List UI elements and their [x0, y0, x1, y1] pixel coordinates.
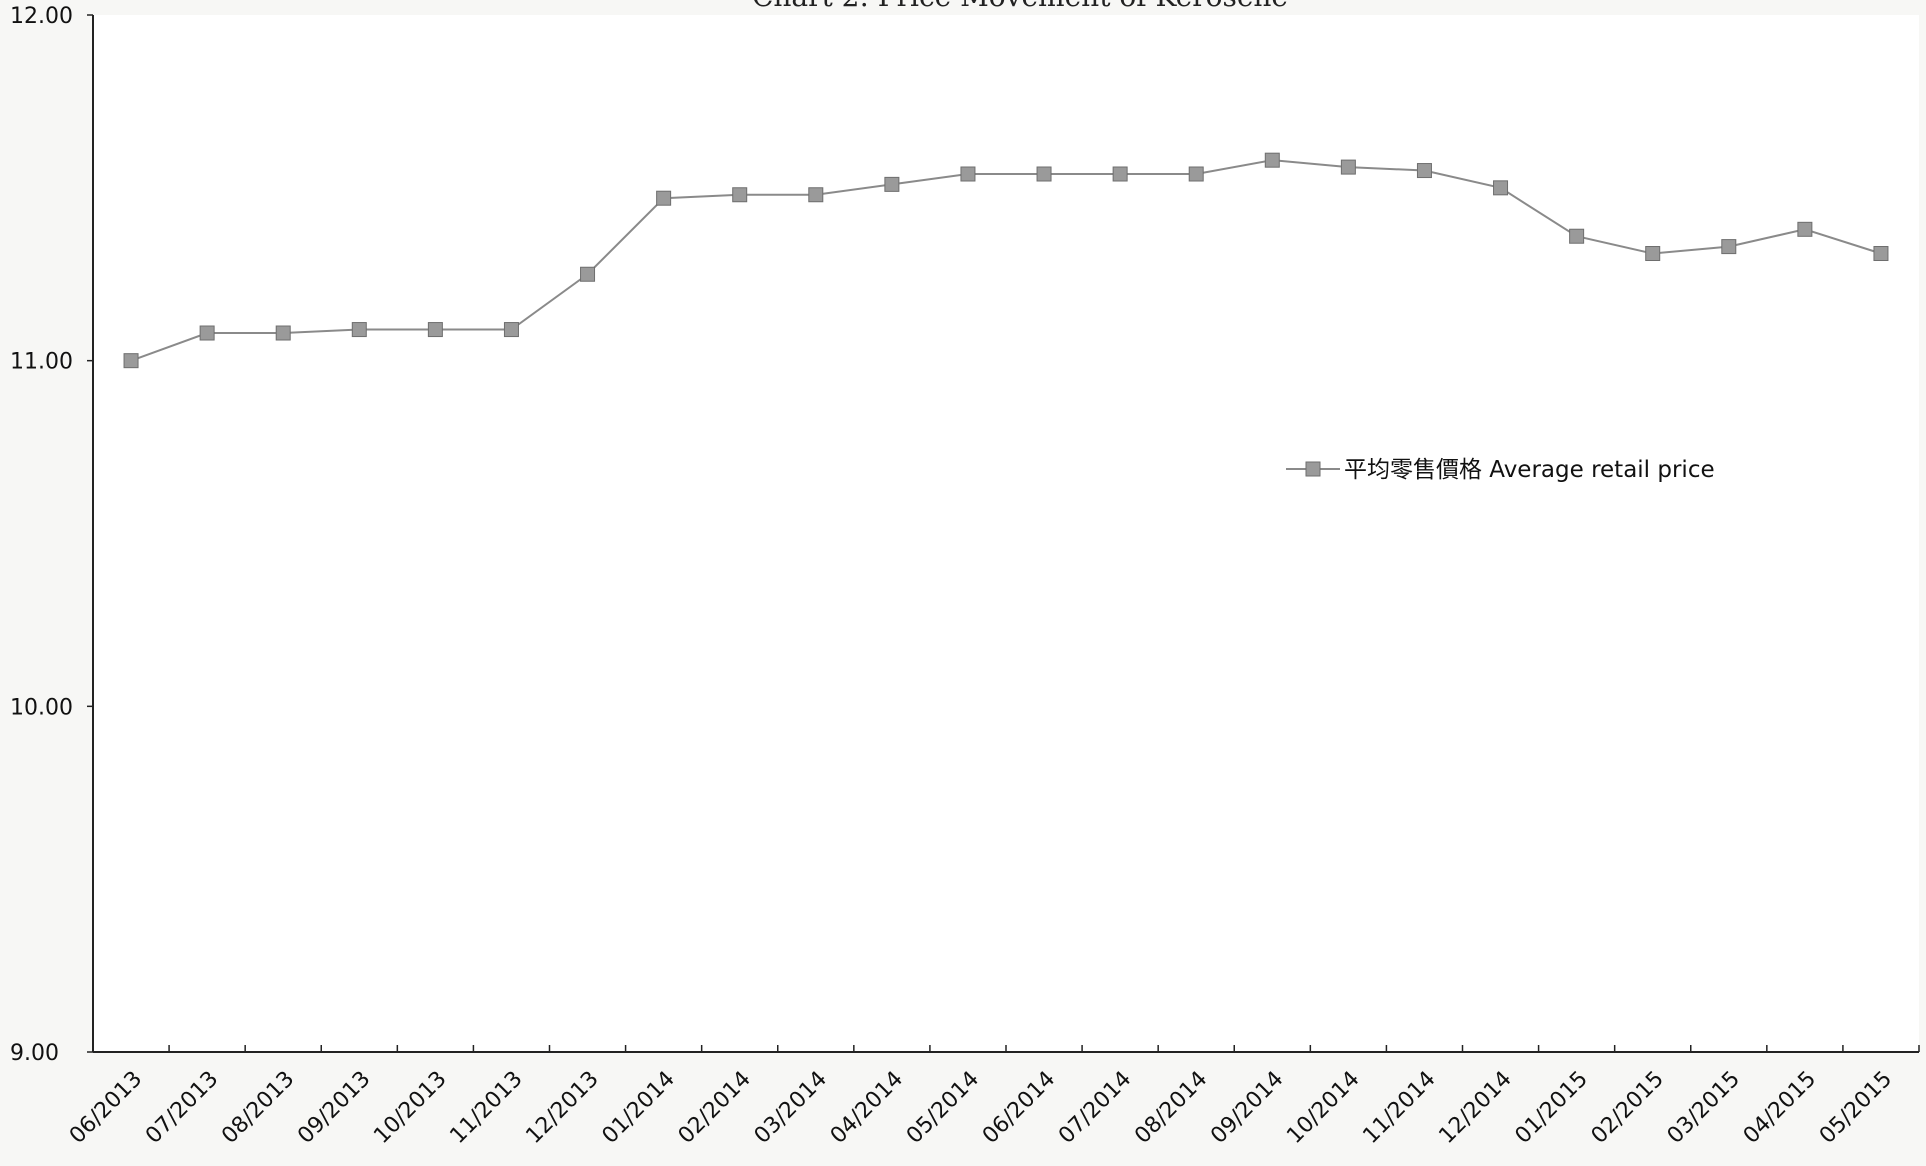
data-point-marker: [275, 325, 291, 341]
data-point-marker: [123, 353, 139, 369]
data-point-marker: [1340, 159, 1356, 175]
legend: 平均零售價格 Average retail price: [1286, 457, 1715, 483]
x-tick-label: 11/2013: [445, 1067, 527, 1149]
x-tick-label: 11/2014: [1358, 1067, 1440, 1149]
series-line: [130, 159, 1882, 362]
data-point-marker: [503, 322, 519, 338]
data-point-marker: [1264, 152, 1280, 168]
x-tick-label: 09/2013: [293, 1067, 375, 1149]
data-point-marker: [580, 266, 596, 282]
x-tick-label: 05/2014: [902, 1067, 984, 1149]
legend-marker-swatch: [1305, 461, 1321, 477]
x-tick-label: 02/2015: [1587, 1067, 1669, 1149]
data-point-marker: [1873, 246, 1889, 262]
x-tick-label: 08/2014: [1130, 1067, 1212, 1149]
data-point-marker: [1416, 163, 1432, 179]
x-tick-label: 03/2015: [1663, 1067, 1745, 1149]
y-tick-label: 11.00: [10, 350, 73, 375]
x-tick-label: 10/2014: [1282, 1067, 1364, 1149]
data-point-marker: [1188, 166, 1204, 182]
legend-label: 平均零售價格 Average retail price: [1344, 457, 1715, 483]
data-point-marker: [732, 187, 748, 203]
x-tick-label: 06/2013: [65, 1067, 147, 1149]
x-tick-label: 07/2013: [141, 1067, 223, 1149]
data-point-marker: [808, 187, 824, 203]
data-point-marker: [1569, 228, 1585, 244]
x-tick-label: 04/2014: [826, 1067, 908, 1149]
data-point-marker: [656, 190, 672, 206]
data-point-marker: [1797, 221, 1813, 237]
x-tick-label: 06/2014: [978, 1067, 1060, 1149]
data-point-marker: [1112, 166, 1128, 182]
data-point-marker: [1645, 246, 1661, 262]
data-point-marker: [351, 322, 367, 338]
data-point-marker: [1493, 180, 1509, 196]
plot-area: [93, 15, 1919, 1052]
data-point-marker: [960, 166, 976, 182]
data-point-marker: [884, 176, 900, 192]
x-tick-label: 01/2014: [598, 1067, 680, 1149]
series-average-retail-price: [123, 152, 1889, 369]
x-tick-label: 12/2014: [1434, 1067, 1516, 1149]
x-tick-label: 02/2014: [674, 1067, 756, 1149]
x-tick-label: 10/2013: [369, 1067, 451, 1149]
data-point-marker: [1721, 239, 1737, 255]
data-point-marker: [1036, 166, 1052, 182]
x-tick-label: 12/2013: [521, 1067, 603, 1149]
x-tick-label: 07/2014: [1054, 1067, 1136, 1149]
x-tick-label: 01/2015: [1511, 1067, 1593, 1149]
y-tick-label: 12.00: [10, 4, 73, 29]
data-point-marker: [427, 322, 443, 338]
y-tick-label: 9.00: [10, 1041, 59, 1066]
x-tick-label: 03/2014: [750, 1067, 832, 1149]
y-tick-label: 10.00: [10, 695, 73, 720]
x-tick-label: 08/2013: [217, 1067, 299, 1149]
data-point-marker: [199, 325, 215, 341]
x-tick-label: 09/2014: [1206, 1067, 1288, 1149]
x-tick-label: 04/2015: [1739, 1067, 1821, 1149]
x-tick-label: 05/2015: [1815, 1067, 1897, 1149]
chart-title: Chart 2: Price Movement of Kerosene: [752, 0, 1288, 13]
